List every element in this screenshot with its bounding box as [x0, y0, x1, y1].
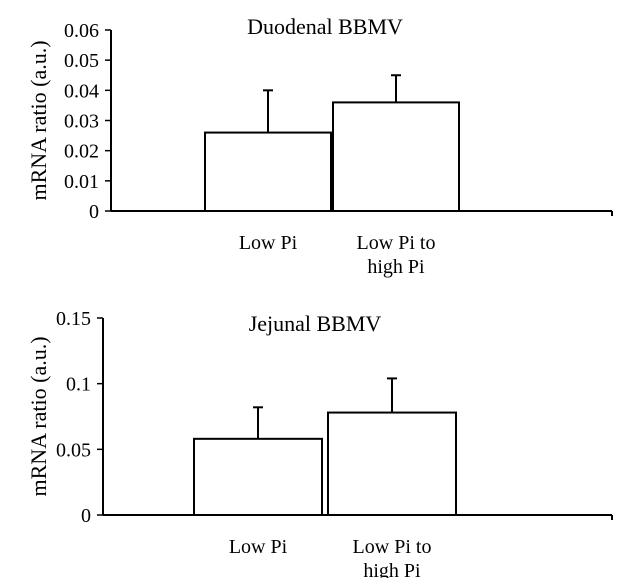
y-tick-label: 0.15	[56, 308, 91, 330]
bar	[204, 131, 332, 212]
bar	[327, 411, 457, 516]
y-tick-label: 0.05	[64, 50, 99, 72]
y-tick-label: 0.04	[64, 80, 99, 102]
jejunal-chart: Jejunal BBMV mRNA ratio (a.u.) 0 0.05 0.1 0.1…	[26, 308, 613, 578]
category-label: Low Pi to	[357, 232, 436, 254]
y-axis-label: mRNA ratio (a.u.)	[26, 336, 51, 496]
category-label: Low Pi	[229, 536, 288, 558]
y-tick-label: 0.03	[64, 111, 99, 133]
y-axis-label: mRNA ratio (a.u.)	[26, 40, 51, 200]
y-tick-label: 0.02	[64, 141, 99, 163]
chart-title: Duodenal BBMV	[247, 14, 403, 39]
bar	[332, 101, 460, 212]
y-tick-label: 0.01	[64, 171, 99, 193]
y-tick-label: 0	[81, 505, 91, 527]
category-label: high Pi	[363, 560, 421, 578]
category-label: high Pi	[367, 256, 425, 278]
bar	[193, 437, 323, 516]
y-tick-label: 0	[89, 201, 99, 223]
chart-title: Jejunal BBMV	[249, 311, 382, 336]
y-tick-label: 0.06	[64, 20, 99, 42]
duodenal-chart: Duodenal BBMV mRNA ratio (a.u.) 0 0.01 0.02 0…	[26, 14, 613, 278]
y-tick-label: 0.05	[56, 439, 91, 461]
y-tick-label: 0.1	[66, 374, 91, 396]
category-label: Low Pi to	[353, 536, 432, 558]
category-label: Low Pi	[239, 232, 298, 254]
